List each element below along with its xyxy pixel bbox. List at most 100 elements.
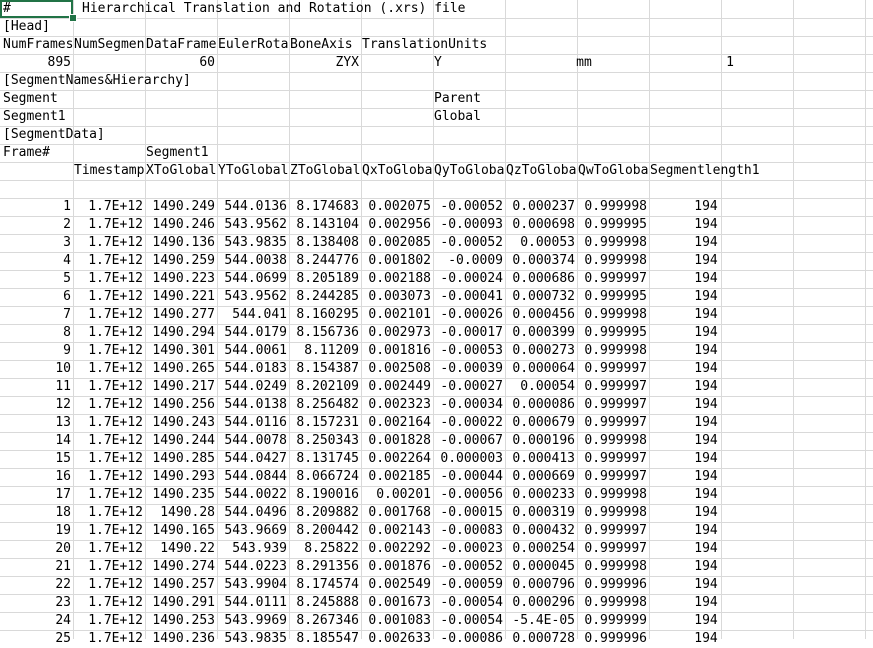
col-header-qx[interactable]: QxToGlobal [362,163,433,178]
cell-y-global[interactable]: 544.0699 [224,271,287,286]
cell-timestamp[interactable]: 1.7E+12 [88,217,143,232]
cell-x-global[interactable]: 1490.256 [152,397,215,412]
cell-qw[interactable]: 0.999998 [584,199,647,214]
cell-z-global[interactable]: 8.160295 [296,307,359,322]
cell-z-global[interactable]: 8.205189 [296,271,359,286]
cell-qy[interactable]: -0.00053 [440,343,503,358]
segment-data-label[interactable]: [SegmentData] [3,127,105,142]
cell-frame[interactable]: 9 [63,343,71,358]
cell-qy[interactable]: -0.00041 [440,289,503,304]
cell-x-global[interactable]: 1490.274 [152,559,215,574]
cell-title-hash[interactable]: # [3,1,11,16]
cell-timestamp[interactable]: 1.7E+12 [88,523,143,538]
col-header-timestamp[interactable]: Timestamp [74,163,145,178]
cell-qy[interactable]: -0.0009 [448,253,503,268]
col-header-qw[interactable]: QwToGlobal [578,163,649,178]
cell-qz[interactable]: 0.000732 [512,289,575,304]
cell-qx[interactable]: 0.001673 [368,595,431,610]
cell-qy[interactable]: -0.00044 [440,469,503,484]
cell-frame[interactable]: 7 [63,307,71,322]
cell-qz[interactable]: 0.000319 [512,505,575,520]
cell-qx[interactable]: 0.002973 [368,325,431,340]
cell-x-global[interactable]: 1490.136 [152,235,215,250]
cell-qx[interactable]: 0.002264 [368,451,431,466]
cell-qw[interactable]: 0.999997 [584,361,647,376]
cell-qy[interactable]: -0.00054 [440,595,503,610]
cell-qw[interactable]: 0.999997 [584,469,647,484]
cell-qy[interactable]: -0.00052 [440,199,503,214]
header-num-frames[interactable]: NumFrames [3,37,73,52]
cell-qw[interactable]: 0.999997 [584,451,647,466]
cell-z-global[interactable]: 8.156736 [296,325,359,340]
cell-y-global[interactable]: 543.9835 [224,235,287,250]
cell-segment-length[interactable]: 194 [694,415,718,430]
cell-segment-length[interactable]: 194 [694,217,718,232]
cell-timestamp[interactable]: 1.7E+12 [88,577,143,592]
cell-z-global[interactable]: 8.256482 [296,397,359,412]
cell-frame[interactable]: 15 [55,451,71,466]
cell-x-global[interactable]: 1490.243 [152,415,215,430]
header-bone-axis[interactable]: BoneAxis [290,37,353,52]
cell-z-global[interactable]: 8.250343 [296,433,359,448]
cell-y-global[interactable]: 543.939 [232,541,287,556]
parent-value[interactable]: Global [434,109,481,124]
cell-y-global[interactable]: 544.0183 [224,361,287,376]
cell-qx[interactable]: 0.002323 [368,397,431,412]
cell-z-global[interactable]: 8.291356 [296,559,359,574]
header-euler-rotation[interactable]: EulerRotationOrder [218,37,289,52]
cell-segment-length[interactable]: 194 [694,379,718,394]
cell-y-global[interactable]: 544.0111 [224,595,287,610]
cell-y-global[interactable]: 544.041 [232,307,287,322]
cell-qx[interactable]: 0.002164 [368,415,431,430]
cell-timestamp[interactable]: 1.7E+12 [88,235,143,250]
cell-z-global[interactable]: 8.209882 [296,505,359,520]
cell-qx[interactable]: 0.002188 [368,271,431,286]
cell-y-global[interactable]: 543.9969 [224,613,287,628]
cell-y-global[interactable]: 543.9669 [224,523,287,538]
file-title[interactable]: Hierarchical Translation and Rotation (.… [82,1,466,16]
cell-qw[interactable]: 0.999997 [584,415,647,430]
cell-y-global[interactable]: 543.9835 [224,631,287,646]
cell-qy[interactable]: -0.00039 [440,361,503,376]
cell-z-global[interactable]: 8.11209 [304,343,359,358]
cell-segment-length[interactable]: 194 [694,523,718,538]
cell-y-global[interactable]: 544.0179 [224,325,287,340]
cell-segment-length[interactable]: 194 [694,595,718,610]
segment1-header[interactable]: Segment1 [146,145,209,160]
frame-header[interactable]: Frame# [3,145,50,160]
cell-qx[interactable]: 0.002508 [368,361,431,376]
cell-z-global[interactable]: 8.185547 [296,631,359,646]
cell-y-global[interactable]: 544.0116 [224,415,287,430]
cell-frame[interactable]: 21 [55,559,71,574]
cell-timestamp[interactable]: 1.7E+12 [88,559,143,574]
cell-x-global[interactable]: 1490.253 [152,613,215,628]
cell-qz[interactable]: -5.4E-05 [512,613,575,628]
cell-timestamp[interactable]: 1.7E+12 [88,271,143,286]
cell-z-global[interactable]: 8.200442 [296,523,359,538]
cell-qw[interactable]: 0.999998 [584,559,647,574]
cell-timestamp[interactable]: 1.7E+12 [88,289,143,304]
cell-y-global[interactable]: 544.0138 [224,397,287,412]
cell-segment-length[interactable]: 194 [694,199,718,214]
cell-qx[interactable]: 0.00201 [376,487,431,502]
cell-qw[interactable]: 0.999998 [584,595,647,610]
cell-y-global[interactable]: 543.9562 [224,289,287,304]
value-data-frame-rate[interactable]: 60 [199,55,215,70]
cell-qy[interactable]: 0.000003 [440,451,503,466]
cell-qz[interactable]: 0.00053 [520,235,575,250]
cell-x-global[interactable]: 1490.293 [152,469,215,484]
cell-segment-length[interactable]: 194 [694,289,718,304]
cell-segment-length[interactable]: 194 [694,613,718,628]
cell-segment-length[interactable]: 194 [694,469,718,484]
cell-z-global[interactable]: 8.143104 [296,217,359,232]
cell-segment-length[interactable]: 194 [694,325,718,340]
cell-timestamp[interactable]: 1.7E+12 [88,343,143,358]
cell-qx[interactable]: 0.002633 [368,631,431,646]
header-num-segments[interactable]: NumSegments [74,37,145,52]
cell-qz[interactable]: 0.000432 [512,523,575,538]
cell-x-global[interactable]: 1490.301 [152,343,215,358]
cell-qz[interactable]: 0.000273 [512,343,575,358]
cell-segment-length[interactable]: 194 [694,577,718,592]
cell-x-global[interactable]: 1490.244 [152,433,215,448]
cell-qz[interactable]: 0.000413 [512,451,575,466]
